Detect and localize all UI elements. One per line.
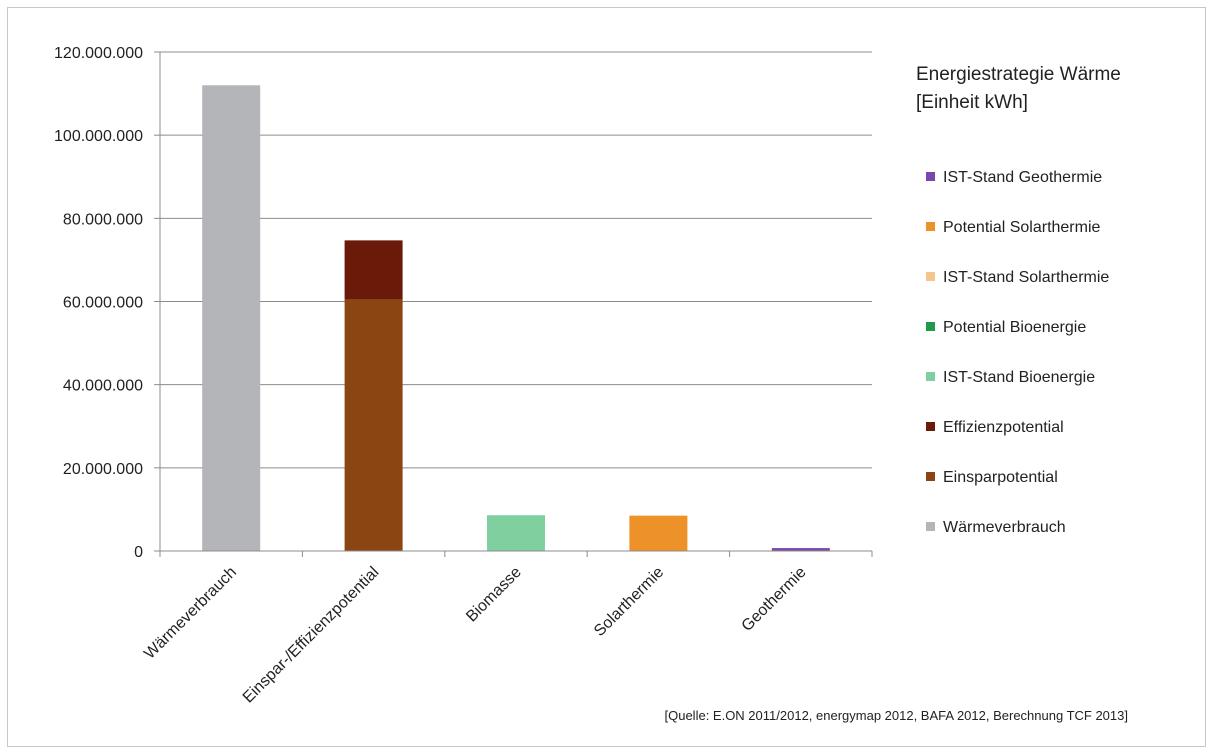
legend-swatch (926, 222, 935, 231)
legend-label: Wärmeverbrauch (943, 519, 1066, 536)
legend-label: IST-Stand Solarthermie (943, 269, 1109, 286)
legend-label: IST-Stand Geothermie (943, 169, 1102, 186)
gridlines (160, 51, 872, 469)
axes (154, 51, 873, 557)
x-category-label: Einspar-/Effizienzpotential (240, 564, 383, 707)
source-note: [Quelle: E.ON 2011/2012, energymap 2012,… (665, 708, 1129, 723)
legend-title-line-2: [Einheit kWh] (916, 92, 1028, 113)
legend-items: IST-Stand Geothermie Potential Solartherm… (926, 169, 1109, 536)
legend-swatch (926, 172, 935, 181)
x-category-label: Biomasse (463, 564, 525, 626)
legend-label: IST-Stand Bioenergie (943, 369, 1095, 386)
bar-segment (344, 240, 403, 300)
y-tick-label: 120.000.000 (54, 45, 143, 62)
legend-swatch (926, 422, 935, 431)
bar-segment (344, 299, 403, 551)
bar-segment (487, 515, 545, 551)
y-tick-label: 40.000.000 (63, 378, 143, 395)
x-category-label: Solarthermie (591, 564, 667, 640)
legend: Energiestrategie Wärme [Einheit kWh] IST… (916, 64, 1121, 536)
legend-swatch (926, 522, 935, 531)
legend-swatch (926, 322, 935, 331)
legend-label: Potential Solarthermie (943, 219, 1101, 236)
bar-segment (202, 85, 261, 552)
x-category-label: Geothermie (738, 564, 809, 635)
legend-swatch (926, 272, 935, 281)
y-tick-label: 0 (134, 544, 143, 561)
legend-label: Einsparpotential (943, 469, 1058, 486)
y-tick-label: 60.000.000 (63, 295, 143, 312)
x-axis-category-labels: Wärmeverbrauch Einspar-/Effizienzpotentia… (141, 564, 809, 707)
x-category-label: Wärmeverbrauch (141, 564, 240, 663)
legend-label: Effizienzpotential (943, 419, 1064, 436)
legend-title-line-1: Energiestrategie Wärme (916, 64, 1121, 85)
bar-segment (771, 548, 830, 551)
y-axis-tick-labels: 0 20.000.000 40.000.000 60.000.000 80.000.00… (54, 45, 143, 561)
legend-swatch (926, 372, 935, 381)
y-tick-label: 100.000.000 (54, 128, 143, 145)
legend-swatch (926, 472, 935, 481)
bar-segment (629, 515, 688, 551)
bars (202, 85, 830, 552)
y-tick-label: 80.000.000 (63, 211, 143, 228)
y-tick-label: 20.000.000 (63, 461, 143, 478)
legend-label: Potential Bioenergie (943, 319, 1086, 336)
